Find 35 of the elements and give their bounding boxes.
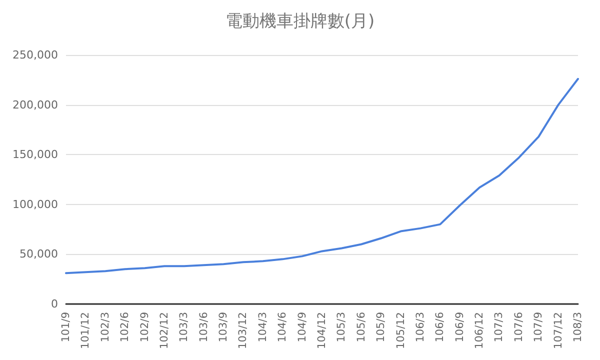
x-tick-label: 102/12 (158, 312, 170, 349)
x-tick-label: 102/3 (99, 312, 112, 342)
x-tick-label: 106/6 (434, 312, 446, 342)
x-tick-label: 107/9 (532, 312, 545, 342)
x-tick-label: 105/12 (394, 312, 407, 349)
x-tick-label: 102/6 (119, 312, 132, 342)
y-tick-label: 0 (51, 298, 58, 310)
y-tick-label: 200,000 (12, 98, 58, 112)
x-tick-label: 104/6 (276, 312, 289, 342)
line-series (65, 78, 579, 274)
x-tick-label: 104/12 (316, 312, 328, 349)
x-tick-label: 105/6 (355, 312, 368, 342)
x-tick-label: 107/6 (512, 312, 525, 342)
y-tick-label: 250,000 (12, 48, 58, 62)
x-tick-label: 104/3 (256, 312, 269, 342)
x-tick-label: 106/12 (474, 312, 486, 349)
y-tick-label: 50,000 (20, 248, 58, 261)
y-tick-label: 150,000 (12, 148, 58, 162)
x-tick-label: 105/3 (336, 312, 348, 342)
x-tick-label: 103/3 (178, 312, 190, 342)
x-tick-label: 107/3 (493, 312, 506, 342)
x-tick-label: 103/12 (237, 312, 250, 349)
x-tick-label: 103/9 (218, 312, 230, 342)
x-tick-label: 108/3 (572, 312, 584, 342)
x-tick-label: 104/9 (296, 312, 308, 342)
x-tick-label: 102/9 (138, 312, 151, 342)
x-tick-label: 101/12 (80, 312, 92, 349)
x-tick-label: 107/12 (552, 312, 564, 349)
chart-title: 電動機車掛牌數(月) (225, 12, 375, 32)
x-tick-label: 105/9 (375, 312, 388, 342)
x-tick-label: 106/9 (454, 312, 466, 342)
y-tick-label: 100,000 (12, 198, 58, 211)
x-tick-label: 101/9 (60, 312, 72, 342)
x-tick-label: 103/6 (198, 312, 210, 342)
x-tick-label: 106/3 (414, 312, 426, 342)
